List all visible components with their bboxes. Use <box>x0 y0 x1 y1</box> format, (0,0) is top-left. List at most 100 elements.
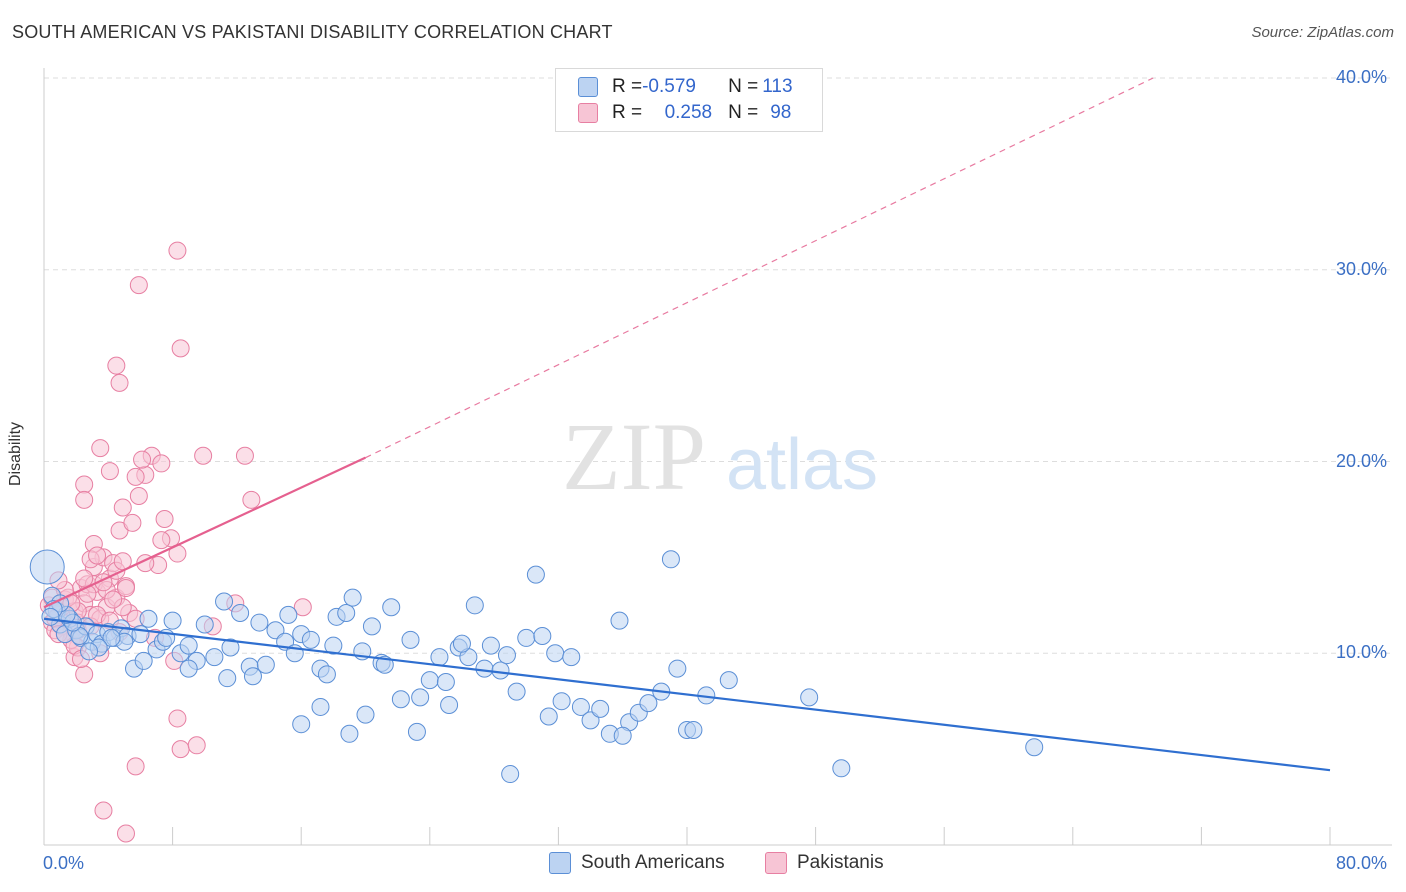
legend-n-label: N = <box>728 102 759 123</box>
point-pakistanis <box>75 665 94 684</box>
point-pakistanis <box>129 487 148 506</box>
point-pakistanis <box>168 709 187 728</box>
point-south-americans <box>250 613 269 632</box>
point-south-americans <box>243 667 262 686</box>
point-pakistanis <box>100 462 119 481</box>
point-pakistanis <box>152 531 171 550</box>
series-swatch-south-americans <box>549 852 571 874</box>
legend-swatch-south-americans <box>578 77 598 97</box>
watermark-zip: ZIP <box>562 403 706 510</box>
point-south-americans <box>1025 738 1044 757</box>
point-pakistanis <box>88 546 107 565</box>
point-south-americans <box>324 636 343 655</box>
point-south-americans <box>591 699 610 718</box>
point-pakistanis <box>152 454 171 473</box>
point-south-americans <box>526 565 545 584</box>
point-south-americans <box>436 673 455 692</box>
point-south-americans <box>533 626 552 645</box>
point-south-americans <box>221 638 240 657</box>
point-pakistanis <box>171 339 190 358</box>
point-pakistanis <box>110 373 129 392</box>
legend-n-value: 113 <box>762 76 793 97</box>
point-south-americans <box>311 697 330 716</box>
point-south-americans <box>337 603 356 622</box>
point-pakistanis <box>133 450 152 469</box>
legend-swatch-pakistanis <box>578 103 598 123</box>
point-south-americans <box>581 711 600 730</box>
y-tick-label-20: 20.0% <box>1336 450 1388 471</box>
point-pakistanis <box>187 736 206 755</box>
trend-lines <box>43 77 1331 772</box>
point-south-americans <box>507 682 526 701</box>
point-south-americans <box>382 598 401 617</box>
point-pakistanis <box>107 356 126 375</box>
trend-line-south-americans <box>43 617 1331 772</box>
y-tick-label-40: 40.0% <box>1336 67 1388 87</box>
point-south-americans <box>552 692 571 711</box>
point-south-americans <box>539 707 558 726</box>
point-south-americans <box>411 688 430 707</box>
point-south-americans <box>279 605 298 624</box>
point-south-americans <box>719 671 738 690</box>
point-pakistanis <box>126 467 145 486</box>
correlation-legend: R = -0.579 N = 113 R = 0.258 N = 98 <box>555 68 823 132</box>
point-pakistanis <box>126 757 145 776</box>
point-south-americans <box>546 644 565 663</box>
point-south-americans <box>317 665 336 684</box>
series-legend-south-americans[interactable]: South Americans <box>549 852 725 874</box>
point-south-americans <box>301 630 320 649</box>
legend-r-label: R = <box>612 102 643 123</box>
point-south-americans <box>491 661 510 680</box>
point-pakistanis <box>168 241 187 260</box>
series-label-south-americans: South Americans <box>581 852 725 873</box>
watermark-atlas: atlas <box>726 425 878 505</box>
legend-r-value: 0.258 <box>664 102 713 123</box>
point-south-americans <box>256 655 275 674</box>
y-tick-label-10: 10.0% <box>1336 642 1388 663</box>
point-south-americans <box>800 688 819 707</box>
point-south-americans <box>41 607 60 626</box>
pakistani-points <box>39 241 312 843</box>
point-south-americans <box>613 726 632 745</box>
trend-line-pakistanis-extension <box>365 77 1154 459</box>
x-tick-label-max: 80.0% <box>1336 853 1388 873</box>
point-pakistanis <box>75 475 94 494</box>
point-south-americans <box>475 659 494 678</box>
point-south-americans <box>231 603 250 622</box>
point-south-americans <box>571 697 590 716</box>
trend-line-pakistanis <box>43 456 366 609</box>
point-pakistanis <box>113 498 132 517</box>
point-south-americans <box>205 648 224 667</box>
point-pakistanis <box>242 490 261 509</box>
point-south-americans <box>215 592 234 611</box>
point-south-americans <box>684 720 703 739</box>
series-legend-pakistanis[interactable]: Pakistanis <box>765 852 884 874</box>
point-south-americans <box>266 621 285 640</box>
point-south-americans <box>102 628 121 647</box>
point-pakistanis <box>116 579 135 598</box>
point-south-americans <box>440 696 459 715</box>
point-south-americans <box>179 636 198 655</box>
point-south-americans <box>497 646 516 665</box>
point-south-americans <box>179 659 198 678</box>
axes <box>43 68 1392 846</box>
point-south-americans <box>668 659 687 678</box>
point-south-americans <box>134 651 153 670</box>
point-south-americans <box>407 722 426 741</box>
point-south-americans <box>80 642 99 661</box>
point-south-americans <box>517 628 536 647</box>
legend-row-pakistanis: R = 0.258 N = 98 <box>578 101 791 125</box>
watermark: ZIP atlas <box>562 403 878 510</box>
legend-r-value: -0.579 <box>642 76 696 97</box>
point-south-americans <box>420 671 439 690</box>
series-legend: South Americans Pakistanis <box>0 852 1406 876</box>
point-south-americans <box>562 648 581 667</box>
point-south-americans <box>391 690 410 709</box>
point-pakistanis <box>91 439 110 458</box>
point-pakistanis <box>123 513 142 532</box>
point-pakistanis <box>116 824 135 843</box>
point-south-americans <box>401 630 420 649</box>
point-south-americans <box>139 609 158 628</box>
point-south-americans <box>452 634 471 653</box>
point-pakistanis <box>194 446 213 465</box>
